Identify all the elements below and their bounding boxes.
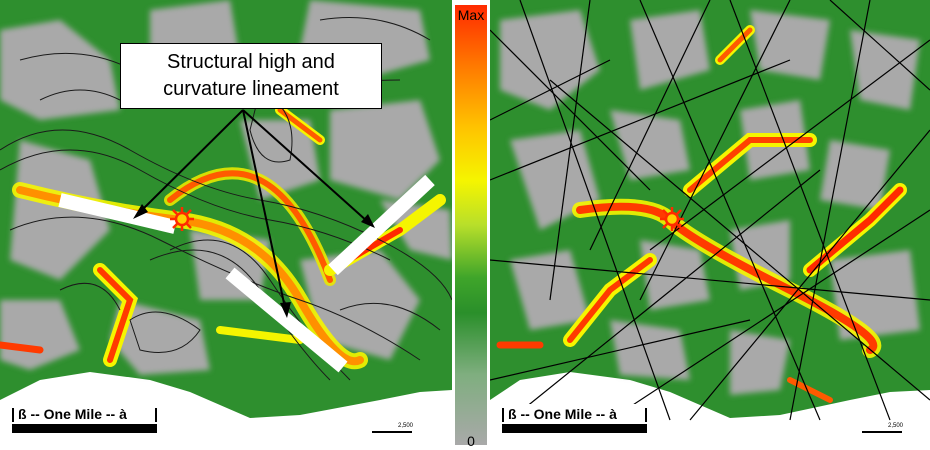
right-map-canvas <box>490 0 930 421</box>
colorbar-min-label: 0 <box>467 433 475 449</box>
color-scale-bar: Max 0 <box>455 5 487 449</box>
mini-scale-right-value: 2,500 <box>888 423 904 429</box>
mini-scale-left: 2,500 <box>372 423 417 443</box>
well-marker-left <box>170 207 194 231</box>
callout-line-2: curvature lineament <box>163 78 339 100</box>
well-marker-right <box>660 207 684 231</box>
right-curvature-map <box>490 0 930 450</box>
colorbar-max-label: Max <box>457 7 485 23</box>
callout-line-1: Structural high and <box>167 51 335 73</box>
scale-label-right: ß -- One Mile -- à <box>508 406 617 422</box>
callout-label: Structural high and curvature lineament <box>120 43 382 109</box>
mini-scale-right: 2,500 <box>862 423 907 443</box>
scale-label-left: ß -- One Mile -- à <box>18 406 127 422</box>
scale-bar-left: ß -- One Mile -- à <box>6 404 171 442</box>
scale-bar-right: ß -- One Mile -- à <box>496 404 661 442</box>
mini-scale-left-value: 2,500 <box>398 423 414 429</box>
